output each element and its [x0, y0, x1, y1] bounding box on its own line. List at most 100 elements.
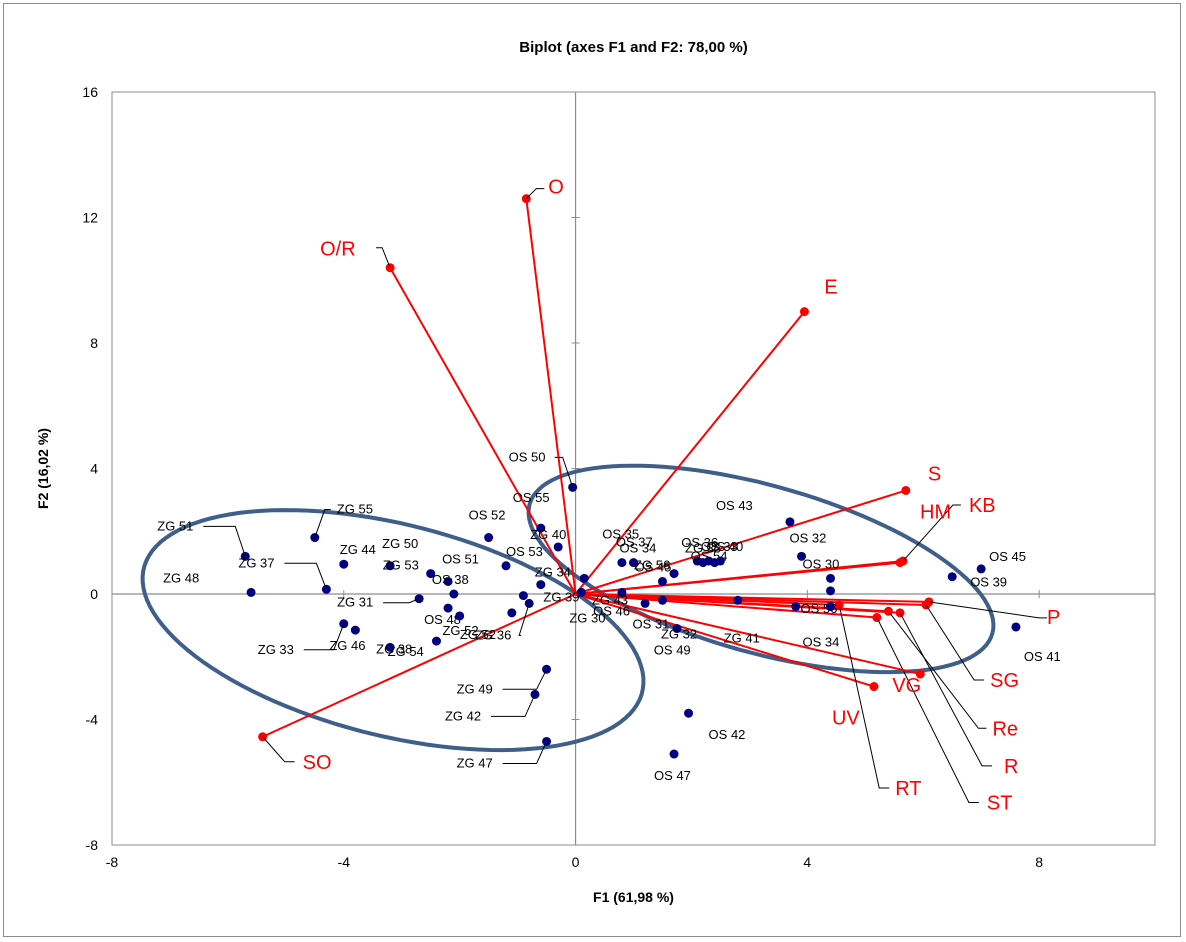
x-tick-label: 0	[572, 854, 580, 870]
observation-label: OS 47	[654, 768, 691, 783]
observation-label: OS 30	[803, 556, 840, 571]
observation-label: ZG 52	[442, 623, 478, 638]
observation-point	[669, 569, 679, 579]
leader-line	[383, 598, 420, 604]
observation-point	[669, 749, 679, 759]
variable-label: R	[1004, 756, 1018, 778]
observation-points: ZG 51 ZG 48 ZG 55 ZG 37 ZG 44 ZG 50 ZG 53 OS 51…	[157, 449, 1061, 783]
vector-hm	[575, 561, 901, 595]
variable-label: VG	[892, 675, 921, 697]
y-tick-label: 4	[90, 461, 98, 477]
observation-label: ZG 46	[329, 638, 365, 653]
observation-point	[826, 586, 836, 596]
y-tick-label: -4	[86, 712, 99, 728]
observation-label: OS 52	[469, 508, 506, 523]
observation-label: OS 41	[1024, 649, 1061, 664]
observation-label: ZG 44	[340, 542, 376, 557]
observation-point	[246, 587, 256, 597]
observation-label: OS 32	[790, 530, 827, 545]
leader-line	[518, 603, 530, 636]
variable-label: RT	[895, 778, 921, 800]
observation-label: OS 51	[442, 551, 479, 566]
observation-point	[518, 591, 528, 601]
observation-point	[826, 602, 836, 612]
observation-point	[797, 551, 807, 561]
y-tick-label: 0	[90, 586, 98, 602]
leader-line	[876, 617, 979, 804]
observation-label: OS 40	[706, 539, 743, 554]
observation-label: OS 50	[509, 449, 546, 464]
observation-label: OS 33	[701, 539, 738, 554]
vector-tip	[895, 558, 905, 568]
observation-point	[501, 561, 511, 571]
observation-point	[976, 564, 986, 574]
vector-o-r	[389, 267, 577, 595]
group-ellipse-1	[140, 508, 646, 753]
observation-label: ZG 48	[163, 570, 199, 585]
group-ellipse-2	[526, 463, 996, 675]
observation-label: OS 55	[513, 490, 550, 505]
observation-point	[947, 572, 957, 582]
vector-tip	[869, 682, 879, 692]
variable-label: SG	[990, 670, 1019, 692]
observation-point	[431, 636, 441, 646]
leader-line	[502, 741, 548, 764]
observation-point	[640, 598, 650, 608]
observation-label: ZG 36	[475, 627, 511, 642]
observation-label: ZG 41	[724, 631, 760, 646]
observation-label: ZG 42	[445, 708, 481, 723]
observation-label: ZG 56	[634, 558, 670, 573]
observation-point	[385, 561, 395, 571]
tick-labels: -8 -4 0 4 8 -8 -4 0 4 8 12 16	[82, 84, 1043, 870]
observation-point	[617, 558, 627, 568]
variable-label: UV	[832, 708, 860, 730]
observation-point	[672, 624, 682, 634]
observation-point	[733, 595, 743, 605]
observation-point	[385, 642, 395, 652]
vector-tip	[799, 307, 809, 317]
observation-label: OS 46	[593, 603, 630, 618]
observation-point	[657, 576, 667, 586]
observation-label: ZG 30	[569, 610, 605, 625]
variable-label: S	[928, 463, 941, 485]
observation-label: OS 53	[506, 544, 543, 559]
vector-st	[575, 593, 877, 619]
observation-label: ZG 32	[661, 627, 697, 642]
observation-point	[426, 569, 436, 579]
observation-label: OS 31	[632, 616, 669, 631]
observation-point	[455, 611, 465, 621]
variable-label: HM	[920, 502, 951, 524]
chart-title: Biplot (axes F1 and F2: 78,00 %)	[519, 39, 747, 56]
y-tick-label: -8	[86, 837, 99, 853]
observation-label: OS 38	[432, 572, 469, 587]
leader-line	[376, 247, 391, 268]
observation-label: OS 45	[989, 549, 1026, 564]
observation-point	[576, 587, 586, 597]
observation-point	[1011, 622, 1021, 632]
ellipses-layer	[140, 463, 996, 753]
variable-label: ST	[987, 793, 1013, 815]
vector-o	[525, 198, 577, 595]
observation-label: OS 48	[424, 612, 461, 627]
leader-line	[902, 504, 961, 562]
y-tick-label: 16	[82, 84, 98, 100]
leader-line	[554, 456, 574, 488]
observation-label: OS 35	[602, 526, 639, 541]
observation-label: ZG 37	[238, 555, 274, 570]
observation-label: ZG 53	[383, 558, 419, 573]
observation-label: ZG 50	[382, 536, 418, 551]
leader-line	[899, 612, 993, 767]
observation-label: ZG 51	[157, 518, 193, 533]
observation-point	[484, 533, 494, 543]
observation-label: ZG 33	[258, 642, 294, 657]
observation-label: ZG 54	[388, 644, 424, 659]
vector-e	[574, 310, 806, 595]
observation-point	[704, 556, 714, 566]
observation-point	[791, 602, 801, 612]
observation-point	[826, 573, 836, 583]
observation-point	[617, 587, 627, 597]
observation-label: ZG 47	[457, 755, 493, 770]
x-axis-label: F1 (61,98 %)	[593, 889, 674, 905]
leader-line	[838, 604, 890, 789]
observation-point	[350, 625, 360, 635]
